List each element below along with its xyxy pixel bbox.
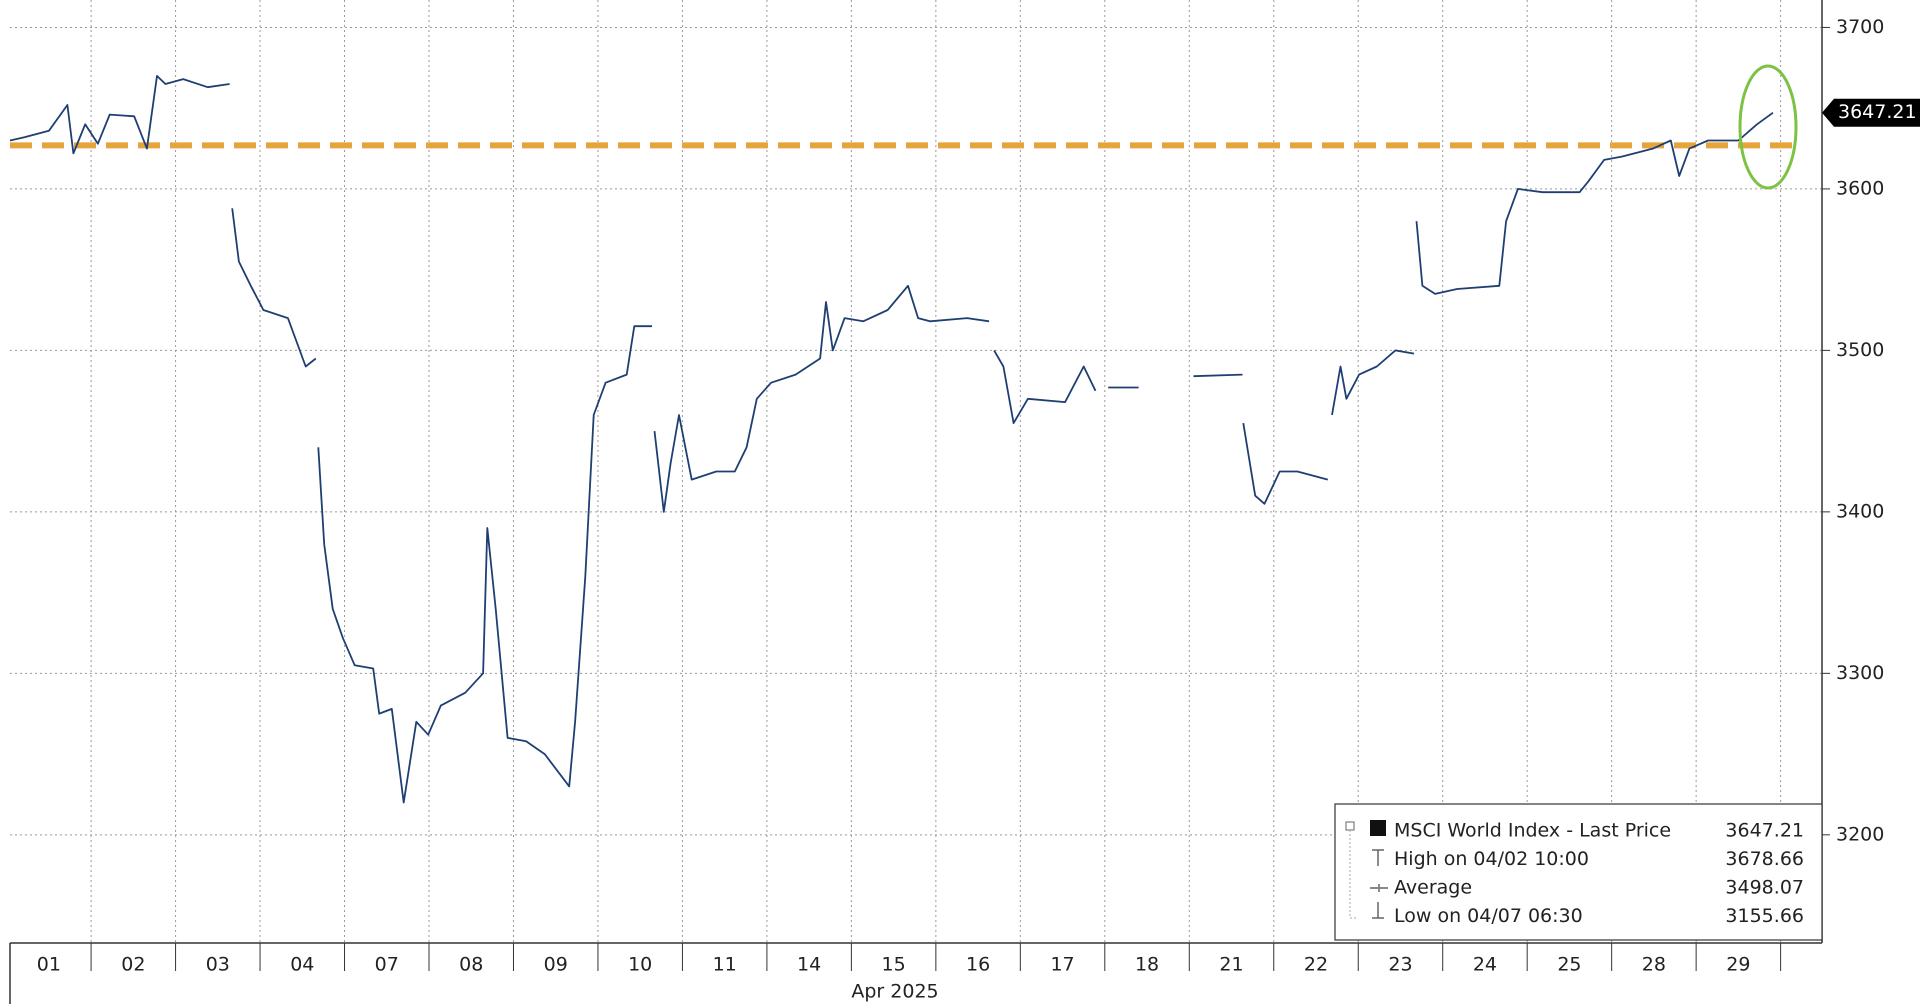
legend-value: 3498.07 xyxy=(1725,877,1804,899)
x-tick-label: 15 xyxy=(882,954,906,976)
legend-label: MSCI World Index - Last Price xyxy=(1394,820,1671,842)
x-tick-label: 24 xyxy=(1473,954,1497,976)
legend-swatch xyxy=(1370,820,1386,836)
x-tick-label: 29 xyxy=(1726,954,1750,976)
grid: 3200 3300 3400 3500 3600 3700 01 02 03 04 07 08 09 10… xyxy=(10,0,1884,976)
legend-icon xyxy=(1372,849,1384,866)
y-tick-label: 3400 xyxy=(1836,500,1884,522)
x-tick-label: 02 xyxy=(121,954,145,976)
x-tick-label: 22 xyxy=(1304,954,1328,976)
x-tick-label: 18 xyxy=(1135,954,1159,976)
x-tick-label: 10 xyxy=(628,954,652,976)
legend-box xyxy=(1334,803,1823,941)
legend-label: Low on 04/07 06:30 xyxy=(1394,905,1583,927)
price-line xyxy=(9,75,1774,804)
legend-tree xyxy=(1349,830,1356,919)
highlight-ellipse xyxy=(1738,64,1798,190)
legend-value: 3155.66 xyxy=(1725,905,1804,927)
last-price-label: 3647.21 xyxy=(1838,101,1917,123)
legend-value: 3647.21 xyxy=(1725,820,1804,842)
y-tick-label: 3500 xyxy=(1836,339,1884,361)
legend-icon xyxy=(1372,902,1384,919)
x-tick-label: 08 xyxy=(459,954,483,976)
x-tick-label: 23 xyxy=(1388,954,1412,976)
x-tick-label: 14 xyxy=(797,954,821,976)
plot xyxy=(9,75,1802,804)
x-tick-label: 07 xyxy=(375,954,399,976)
x-axis-label: Apr 2025 xyxy=(851,981,938,1003)
y-tick-label: 3300 xyxy=(1836,662,1884,684)
legend-label: Average xyxy=(1394,877,1472,899)
x-tick-label: 11 xyxy=(713,954,737,976)
legend-icon xyxy=(1370,884,1388,892)
x-tick-label: 21 xyxy=(1219,954,1243,976)
y-tick-label: 3700 xyxy=(1836,16,1884,38)
x-tick-label: 01 xyxy=(37,954,61,976)
last-price-box xyxy=(1822,98,1920,127)
x-tick-label: 04 xyxy=(290,954,314,976)
legend-label: High on 04/02 10:00 xyxy=(1394,848,1589,870)
x-tick-label: 03 xyxy=(206,954,230,976)
x-tick-label: 16 xyxy=(966,954,990,976)
x-tick-label: 28 xyxy=(1642,954,1666,976)
x-tick-label: 25 xyxy=(1557,954,1581,976)
y-tick-label: 3600 xyxy=(1836,177,1884,199)
x-tick-label: 17 xyxy=(1050,954,1074,976)
legend-value: 3678.66 xyxy=(1725,848,1804,870)
legend: MSCI World Index - Last Price 3647.21 High… xyxy=(1334,803,1823,941)
y-tick-label: 3200 xyxy=(1836,823,1884,845)
x-tick-label: 09 xyxy=(544,954,568,976)
last-price-tag: 3647.21 xyxy=(1822,98,1920,127)
